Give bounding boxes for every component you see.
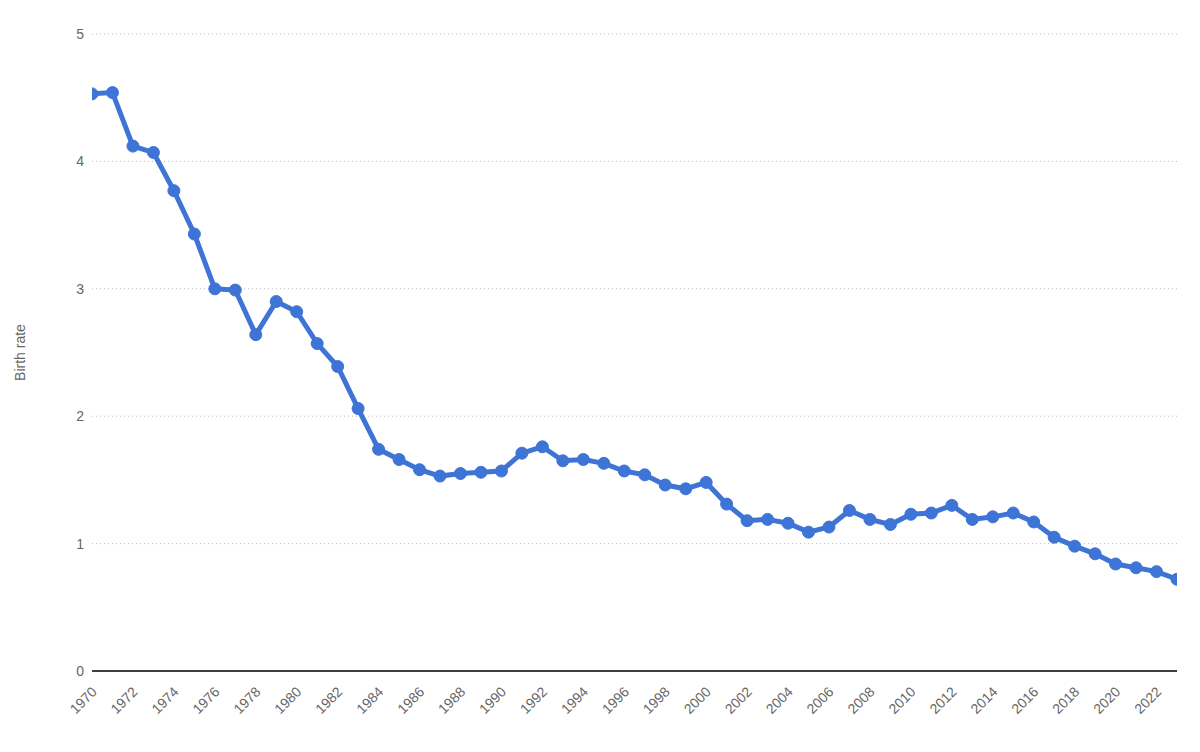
svg-text:2020: 2020	[1090, 683, 1123, 716]
svg-text:5: 5	[76, 26, 84, 42]
svg-text:1998: 1998	[640, 683, 673, 716]
svg-text:2018: 2018	[1049, 683, 1082, 716]
svg-text:1980: 1980	[271, 683, 304, 716]
svg-text:1992: 1992	[517, 683, 550, 716]
svg-text:2004: 2004	[762, 683, 795, 716]
svg-text:2016: 2016	[1008, 683, 1041, 716]
svg-text:2012: 2012	[926, 683, 959, 716]
svg-text:1986: 1986	[394, 683, 427, 716]
svg-text:1982: 1982	[312, 683, 345, 716]
svg-text:2006: 2006	[803, 683, 836, 716]
svg-text:2014: 2014	[967, 683, 1000, 716]
svg-text:1996: 1996	[599, 683, 632, 716]
svg-text:2022: 2022	[1131, 683, 1164, 716]
svg-text:3: 3	[76, 281, 84, 297]
svg-text:1988: 1988	[435, 683, 468, 716]
svg-text:1970: 1970	[66, 683, 99, 716]
svg-text:1: 1	[76, 536, 84, 552]
svg-text:1974: 1974	[148, 683, 181, 716]
svg-text:2: 2	[76, 408, 84, 424]
svg-text:1984: 1984	[353, 683, 386, 716]
svg-text:2008: 2008	[844, 683, 877, 716]
svg-text:1978: 1978	[230, 683, 263, 716]
svg-text:2010: 2010	[885, 683, 918, 716]
svg-text:4: 4	[76, 153, 84, 169]
svg-text:1990: 1990	[476, 683, 509, 716]
svg-text:1976: 1976	[189, 683, 222, 716]
svg-text:2000: 2000	[681, 683, 714, 716]
svg-text:2002: 2002	[722, 683, 755, 716]
svg-text:Birth rate: Birth rate	[12, 324, 28, 381]
svg-text:1972: 1972	[107, 683, 140, 716]
svg-text:0: 0	[76, 663, 84, 679]
svg-text:1994: 1994	[558, 683, 591, 716]
